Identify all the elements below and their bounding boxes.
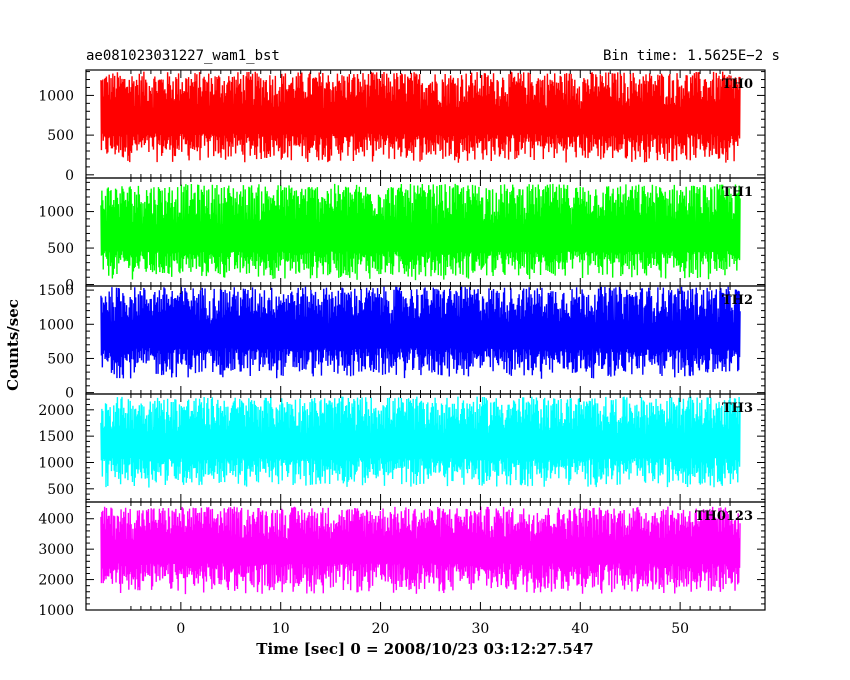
panels: 0 500 1000 TH0 0 500 1000 TH1 0 500 1000 1500 TH2 500…	[38, 69, 766, 619]
panel-label-th0123: TH0123	[695, 509, 753, 524]
y-tick-label: 2000	[38, 403, 74, 419]
series-th3	[100, 396, 741, 488]
y-tick-label: 500	[47, 241, 74, 257]
panel-th3: 500 1000 1500 2000 TH3	[38, 393, 766, 503]
panel-label-th3: TH3	[722, 401, 753, 416]
series-th0	[100, 71, 741, 163]
y-tick-label: 500	[47, 351, 74, 367]
x-axis-label: Time [sec] 0 = 2008/10/23 03:12:27.547	[256, 640, 593, 658]
y-tick-label: 0	[65, 278, 74, 294]
y-tick-label: 3000	[38, 542, 74, 558]
y-tick-label: 500	[47, 482, 74, 498]
panel-label-th0: TH0	[722, 77, 753, 92]
y-tick-label: 4000	[38, 512, 74, 528]
x-tick-label: 10	[272, 621, 290, 637]
panel-th2: 0 500 1000 1500 TH2	[38, 283, 766, 402]
y-axis-label: Counts/sec	[4, 299, 22, 391]
y-tick-label: 1000	[38, 205, 74, 221]
y-tick-label: 500	[47, 128, 74, 144]
bin-time-label: Bin time: 1.5625E−2 s	[603, 48, 780, 64]
y-tick-label: 1500	[38, 283, 74, 299]
series-th1	[100, 183, 741, 281]
y-tick-label: 1000	[38, 603, 74, 619]
y-tick-label: 0	[65, 168, 74, 184]
y-tick-label: 1000	[38, 88, 74, 104]
x-tick-label: 50	[671, 621, 689, 637]
y-tick-label: 1000	[38, 455, 74, 471]
x-tick-label: 30	[472, 621, 490, 637]
y-tick-label: 1000	[38, 317, 74, 333]
panel-th1: 0 500 1000 TH1	[38, 177, 766, 294]
series-th2	[100, 286, 741, 379]
y-tick-label: 0	[65, 386, 74, 402]
x-tick-label: 40	[571, 621, 589, 637]
panel-th0123: 1000 2000 3000 4000 TH0123	[38, 501, 766, 619]
x-tick-label: 0	[176, 621, 185, 637]
y-tick-label: 1500	[38, 429, 74, 445]
x-axis: 0 10 20 30 40 50	[176, 621, 689, 637]
chart-title: ae081023031227_wam1_bst	[86, 48, 280, 64]
panel-th0: 0 500 1000 TH0	[38, 69, 766, 184]
panel-label-th2: TH2	[722, 293, 753, 308]
y-tick-label: 2000	[38, 573, 74, 589]
x-tick-label: 20	[372, 621, 390, 637]
series-th0123	[100, 506, 741, 595]
panel-label-th1: TH1	[722, 185, 753, 200]
panel-frame	[85, 501, 766, 611]
